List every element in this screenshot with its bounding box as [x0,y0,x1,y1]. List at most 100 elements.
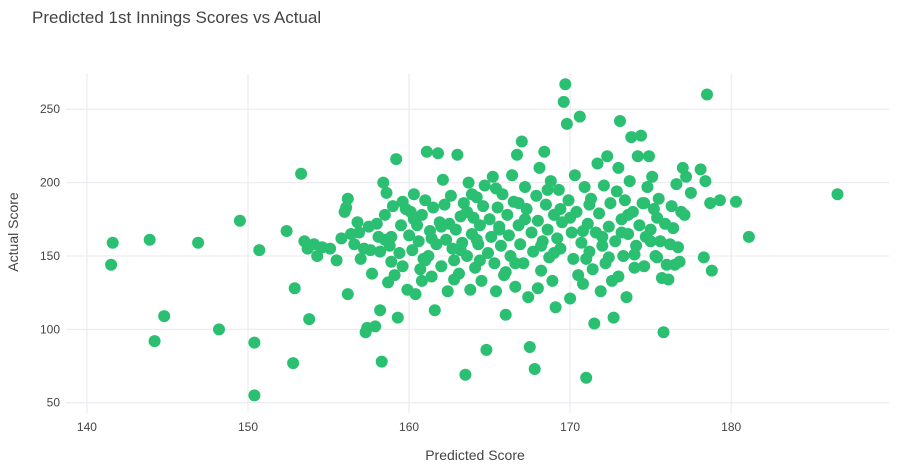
data-point[interactable] [577,277,589,290]
data-point[interactable] [565,226,578,239]
data-point[interactable] [580,371,593,384]
data-point[interactable] [567,252,580,265]
data-point[interactable] [351,216,364,229]
data-point[interactable] [470,233,483,246]
data-point[interactable] [488,257,501,270]
data-point[interactable] [420,145,433,158]
data-point[interactable] [427,201,440,214]
data-point[interactable] [493,223,506,236]
data-point[interactable] [473,219,486,232]
data-point[interactable] [694,163,707,176]
data-point[interactable] [248,336,261,349]
data-point[interactable] [377,176,390,189]
data-point[interactable] [324,242,337,255]
data-point[interactable] [451,148,464,161]
data-point[interactable] [280,225,293,237]
data-point[interactable] [419,194,432,207]
data-point[interactable] [499,308,512,321]
data-point[interactable] [485,230,498,243]
data-point[interactable] [501,208,514,221]
data-point[interactable] [480,343,493,356]
data-point[interactable] [378,208,391,221]
data-point[interactable] [572,269,585,282]
data-point[interactable] [602,220,615,233]
data-point[interactable] [502,229,515,242]
data-point[interactable] [559,78,572,91]
data-point[interactable] [643,150,655,163]
data-point[interactable] [303,313,316,326]
data-point[interactable] [535,239,548,252]
data-point[interactable] [419,254,432,267]
data-point[interactable] [697,251,710,264]
data-point[interactable] [662,273,675,286]
data-point[interactable] [633,219,646,232]
data-point[interactable] [519,213,531,226]
data-point[interactable] [577,225,589,237]
data-point[interactable] [594,285,607,298]
data-point[interactable] [607,311,620,324]
data-point[interactable] [192,236,205,249]
data-point[interactable] [638,197,651,210]
data-point[interactable] [591,157,604,170]
data-point[interactable] [409,288,422,301]
data-point[interactable] [396,260,409,273]
data-point[interactable] [531,214,544,227]
data-point[interactable] [415,274,428,287]
data-point[interactable] [597,179,610,192]
data-point[interactable] [522,291,535,304]
data-point[interactable] [672,241,684,254]
data-point[interactable] [551,232,564,245]
data-point[interactable] [657,326,670,339]
data-point[interactable] [341,192,354,205]
data-point[interactable] [473,254,486,267]
data-point[interactable] [730,195,742,208]
data-point[interactable] [311,250,324,262]
data-point[interactable] [233,214,246,227]
data-point[interactable] [684,186,697,199]
data-point[interactable] [425,270,438,283]
data-point[interactable] [395,219,407,232]
data-point[interactable] [494,239,507,252]
data-point[interactable] [580,252,593,265]
data-point[interactable] [105,258,118,271]
data-point[interactable] [448,254,461,267]
data-point[interactable] [654,235,667,248]
data-point[interactable] [438,198,451,211]
data-point[interactable] [374,245,387,258]
data-point[interactable] [440,233,453,246]
data-point[interactable] [385,255,398,268]
data-point[interactable] [583,198,596,211]
data-point[interactable] [406,244,419,257]
data-point[interactable] [646,170,659,183]
data-point[interactable] [432,147,444,160]
data-point[interactable] [622,208,635,221]
data-point[interactable] [465,188,478,201]
data-point[interactable] [393,247,406,259]
data-point[interactable] [514,238,527,251]
data-point[interactable] [403,229,416,242]
data-point[interactable] [531,282,544,295]
data-point[interactable] [618,194,631,207]
data-point[interactable] [552,183,565,196]
data-point[interactable] [533,161,546,174]
data-point[interactable] [560,117,573,130]
data-point[interactable] [490,182,502,195]
data-point[interactable] [388,269,401,282]
data-point[interactable] [369,320,382,333]
data-point[interactable] [601,150,614,163]
data-point[interactable] [353,226,366,239]
data-point[interactable] [568,169,581,182]
data-point[interactable] [448,273,461,286]
data-point[interactable] [535,264,548,277]
data-point[interactable] [575,236,588,249]
data-point[interactable] [623,175,636,188]
data-point[interactable] [486,170,499,183]
data-point[interactable] [538,145,551,158]
data-point[interactable] [407,213,420,226]
data-point[interactable] [586,263,599,276]
data-point[interactable] [441,285,454,298]
data-point[interactable] [620,291,633,304]
data-point[interactable] [541,183,554,196]
data-point[interactable] [604,197,617,210]
data-point[interactable] [528,363,541,375]
